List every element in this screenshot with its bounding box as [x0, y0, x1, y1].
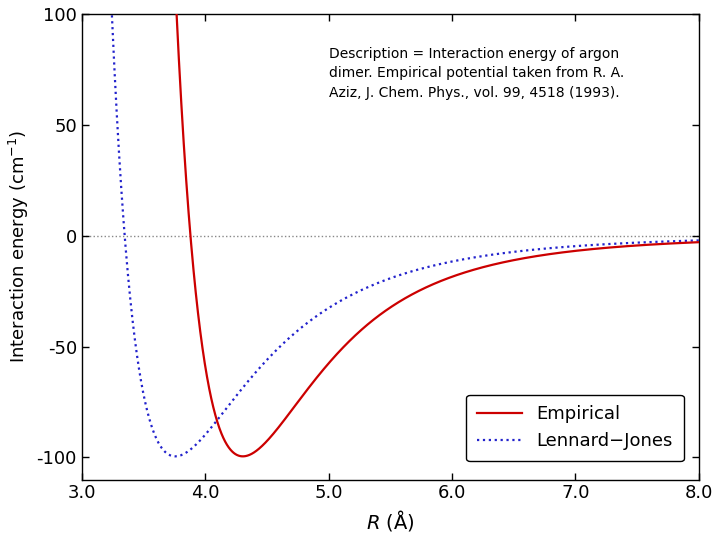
Empirical: [345, 338, 354, 345]
Empirical: [153, 6, 162, 13]
Lennard−Jones: [153, 438, 162, 444]
Empirical: [189, 271, 198, 278]
Legend: Empirical, Lennard−Jones: Empirical, Lennard−Jones: [466, 395, 684, 461]
Empirical: [84, 6, 92, 13]
Empirical: [318, 367, 327, 374]
Empirical: [695, 239, 703, 245]
Empirical: [238, 453, 247, 460]
Lennard−Jones: [695, 237, 703, 244]
X-axis label: $R$ (Å): $R$ (Å): [366, 508, 415, 533]
Y-axis label: Interaction energy (cm$^{-1}$): Interaction energy (cm$^{-1}$): [7, 130, 31, 363]
Lennard−Jones: [190, 443, 199, 450]
Line: Empirical: Empirical: [88, 10, 699, 456]
Lennard−Jones: [318, 309, 327, 315]
Lennard−Jones: [345, 293, 354, 300]
Empirical: [617, 244, 626, 250]
Empirical: [683, 239, 691, 246]
Text: Description = Interaction energy of argon
dimer. Empirical potential taken from : Description = Interaction energy of argo…: [328, 46, 624, 99]
Lennard−Jones: [683, 238, 691, 244]
Lennard−Jones: [171, 453, 179, 460]
Line: Lennard−Jones: Lennard−Jones: [88, 10, 699, 456]
Lennard−Jones: [84, 6, 92, 13]
Lennard−Jones: [617, 240, 626, 247]
